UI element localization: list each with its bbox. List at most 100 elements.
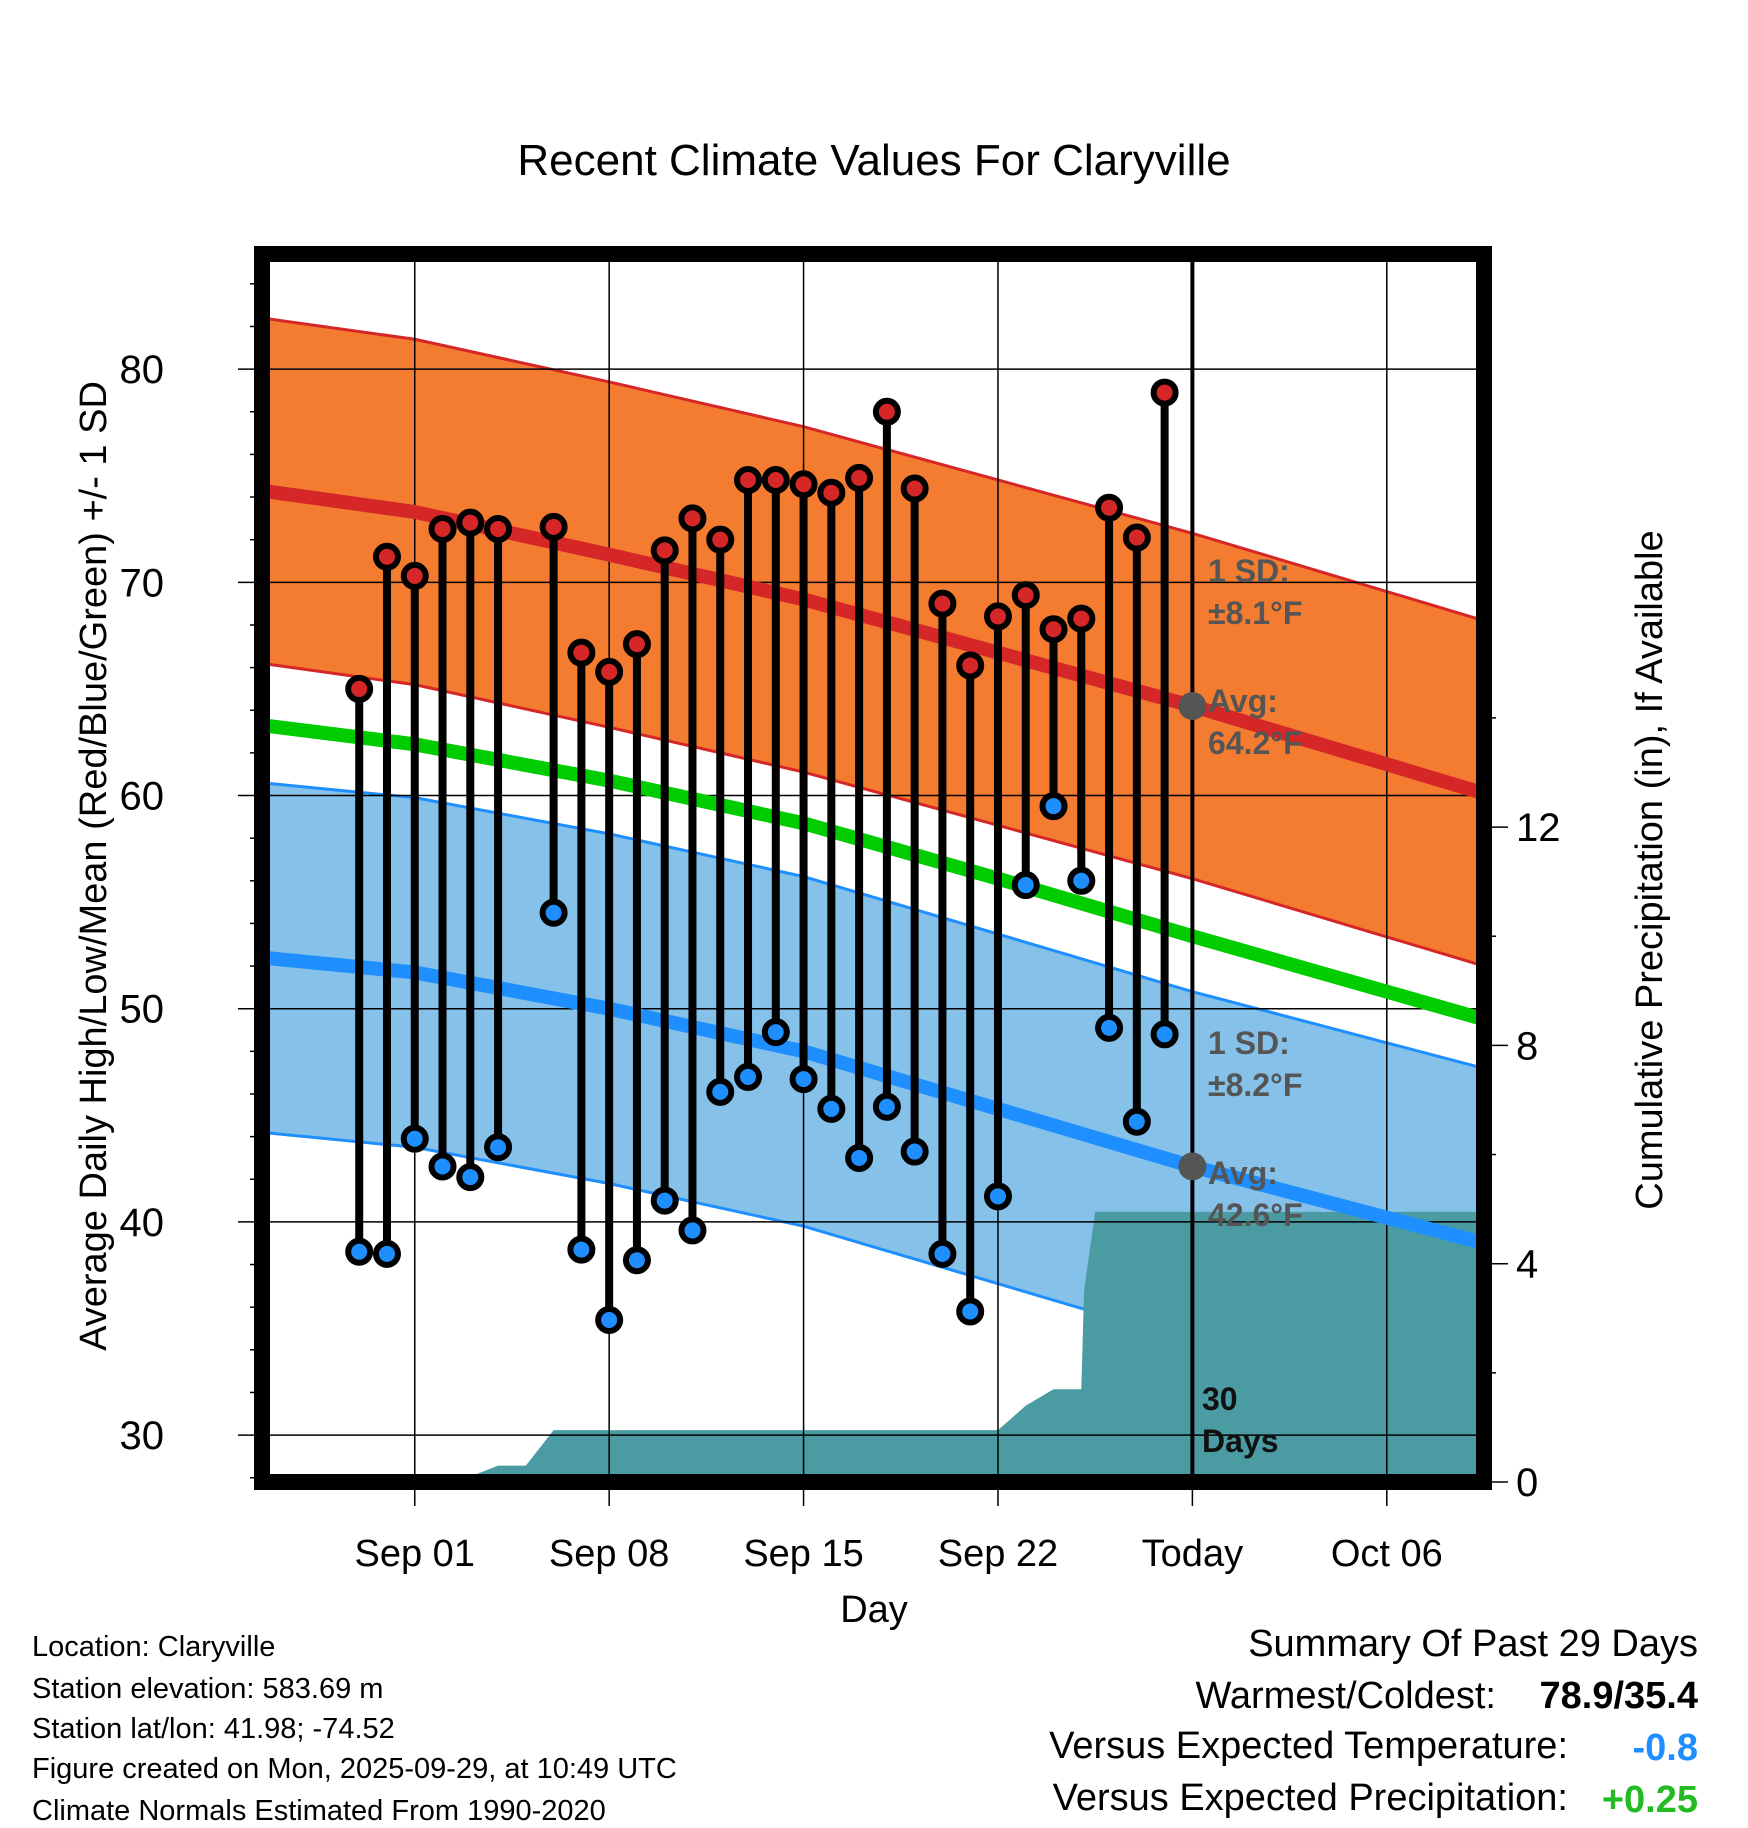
obs-low-point — [484, 1133, 513, 1162]
obs-high-point — [1067, 604, 1096, 633]
left-axis: 30 40 50 60 70 80 — [120, 283, 262, 1479]
obs-high-point — [789, 470, 818, 499]
obs-high-point — [567, 638, 596, 667]
left-tick-label: 60 — [120, 775, 165, 819]
x-axis: Sep 01 Sep 08 Sep 15 Sep 22 Today Oct 06 — [355, 1482, 1443, 1575]
x-tick-label: Sep 15 — [743, 1533, 863, 1575]
x-tick-label: Sep 22 — [938, 1533, 1058, 1575]
obs-high-point — [539, 512, 568, 541]
summary-precip-value: +0.25 — [1602, 1779, 1698, 1821]
obs-high-point — [761, 465, 790, 494]
obs-low-point — [845, 1143, 874, 1172]
obs-high-point — [622, 630, 651, 659]
left-tick-label: 50 — [120, 988, 165, 1032]
left-tick-label: 40 — [120, 1201, 165, 1245]
chart-title: Recent Climate Values For Claryville — [517, 136, 1230, 185]
obs-low-point — [372, 1239, 401, 1268]
obs-low-point — [817, 1094, 846, 1123]
precip-area — [262, 1211, 1484, 1482]
low-avg-value: 42.6°F — [1208, 1197, 1303, 1233]
low-avg-label: Avg: — [1208, 1155, 1278, 1191]
days-count: 30 — [1202, 1381, 1238, 1417]
info-elevation: Station elevation: 583.69 m — [32, 1673, 383, 1705]
obs-low-point — [706, 1077, 735, 1106]
obs-low-point — [539, 898, 568, 927]
info-location: Location: Claryville — [32, 1631, 275, 1663]
obs-high-point — [650, 536, 679, 565]
obs-high-point — [345, 674, 374, 703]
obs-high-point — [372, 542, 401, 571]
high-sd-band — [262, 317, 1484, 967]
obs-high-point — [706, 525, 735, 554]
obs-high-point — [734, 465, 763, 494]
x-tick-label: Sep 08 — [549, 1533, 669, 1575]
plot-frame — [254, 246, 1492, 1490]
right-tick-label: 0 — [1516, 1461, 1538, 1505]
obs-high-point — [900, 474, 929, 503]
obs-low-point — [622, 1246, 651, 1275]
annotations: 1 SD: ±8.1°F Avg: 64.2°F 1 SD: ±8.2°F Av… — [1202, 553, 1303, 1459]
summary-warm-cold-value: 78.9/35.4 — [1540, 1675, 1698, 1717]
summary-temp-label: Versus Expected Temperature: — [1049, 1725, 1568, 1767]
plot-area: 1 SD: ±8.1°F Avg: 64.2°F 1 SD: ±8.2°F Av… — [262, 254, 1484, 1482]
high-sd-value: ±8.1°F — [1208, 595, 1302, 631]
high-avg-today-dot — [1178, 691, 1207, 720]
obs-low-point — [1067, 866, 1096, 895]
left-tick-label: 70 — [120, 561, 165, 605]
obs-low-point — [872, 1092, 901, 1121]
obs-low-point — [678, 1216, 707, 1245]
summary: Summary Of Past 29 Days Warmest/Coldest:… — [1049, 1623, 1698, 1821]
right-tick-label: 4 — [1516, 1243, 1538, 1287]
info-created: Figure created on Mon, 2025-09-29, at 10… — [32, 1753, 677, 1785]
left-tick-label: 30 — [120, 1414, 165, 1458]
obs-low-point — [789, 1065, 818, 1094]
obs-low-point — [761, 1018, 790, 1047]
obs-high-point — [956, 651, 985, 680]
obs-low-point — [567, 1235, 596, 1264]
obs-low-point — [428, 1152, 457, 1181]
obs-high-point — [678, 504, 707, 533]
obs-low-point — [400, 1124, 429, 1153]
days-label: Days — [1202, 1423, 1279, 1459]
x-tick-label: Oct 06 — [1331, 1533, 1443, 1575]
info-latlon: Station lat/lon: 41.98; -74.52 — [32, 1713, 395, 1745]
obs-low-point — [1095, 1013, 1124, 1042]
obs-low-point — [1011, 871, 1040, 900]
obs-high-point — [928, 589, 957, 618]
obs-high-point — [817, 478, 846, 507]
obs-low-point — [1039, 792, 1068, 821]
low-sd-label: 1 SD: — [1208, 1025, 1290, 1061]
right-tick-label: 8 — [1516, 1024, 1538, 1068]
obs-high-point — [1150, 378, 1179, 407]
obs-high-point — [428, 515, 457, 544]
obs-high-point — [484, 515, 513, 544]
x-axis-label: Day — [840, 1589, 908, 1631]
right-tick-label: 12 — [1516, 806, 1561, 850]
obs-low-point — [956, 1297, 985, 1326]
info-normals: Climate Normals Estimated From 1990-2020 — [32, 1795, 606, 1827]
obs-low-point — [928, 1239, 957, 1268]
obs-low-point — [734, 1062, 763, 1091]
right-axis-label: Cumulative Precipitation (in), If Availa… — [1629, 530, 1671, 1209]
left-tick-label: 80 — [120, 348, 165, 392]
obs-high-point — [1011, 581, 1040, 610]
obs-low-point — [1122, 1107, 1151, 1136]
obs-low-point — [650, 1186, 679, 1215]
summary-temp-value: -0.8 — [1633, 1727, 1698, 1769]
obs-high-point — [1039, 615, 1068, 644]
obs-high-point — [595, 657, 624, 686]
observations — [345, 378, 1179, 1334]
low-avg-today-dot — [1178, 1152, 1207, 1181]
obs-high-point — [1122, 523, 1151, 552]
obs-high-point — [983, 602, 1012, 631]
low-sd-value: ±8.2°F — [1208, 1067, 1302, 1103]
summary-title: Summary Of Past 29 Days — [1248, 1623, 1698, 1665]
obs-low-point — [1150, 1020, 1179, 1049]
x-tick-label: Sep 01 — [355, 1533, 475, 1575]
obs-low-point — [983, 1182, 1012, 1211]
obs-high-point — [400, 561, 429, 590]
obs-low-point — [595, 1305, 624, 1334]
obs-low-point — [345, 1237, 374, 1266]
obs-high-point — [872, 397, 901, 426]
